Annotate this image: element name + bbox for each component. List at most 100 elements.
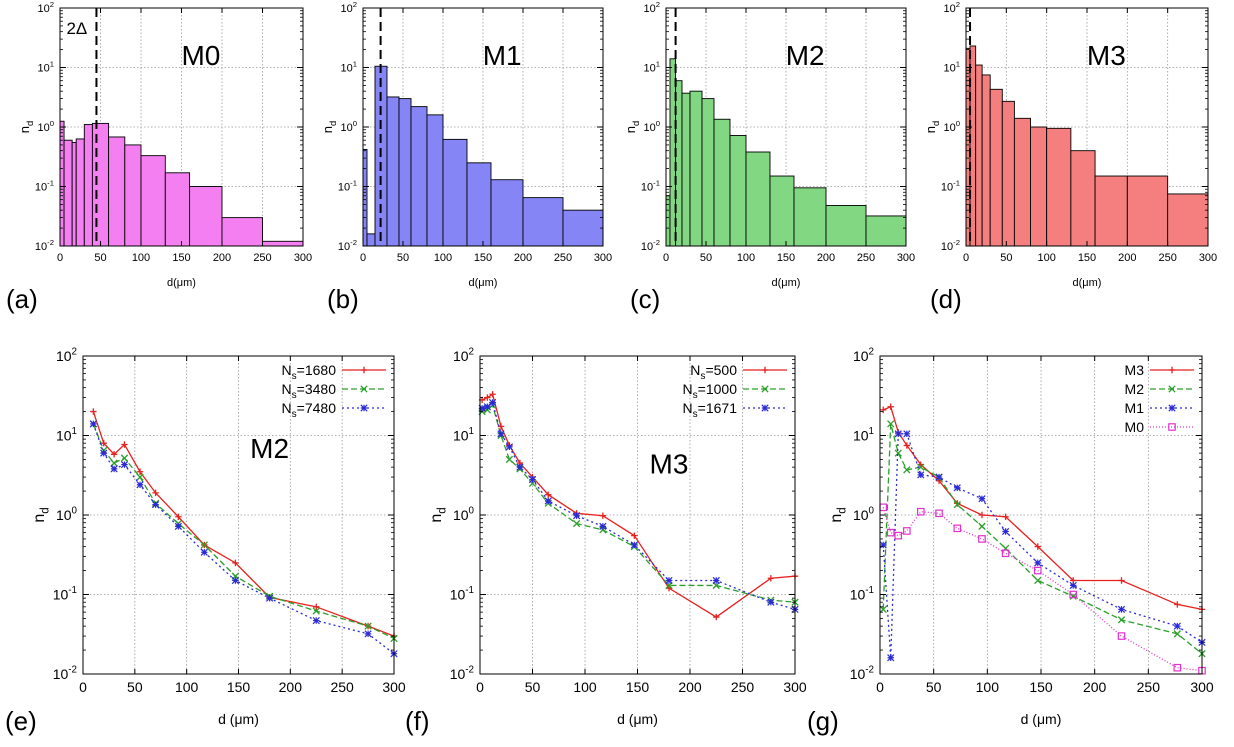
x-tick-label: 300 bbox=[783, 679, 807, 695]
y-tick-label: 100 bbox=[453, 506, 475, 523]
data-point bbox=[767, 598, 775, 606]
data-point bbox=[1174, 601, 1181, 608]
x-tick-label: 50 bbox=[525, 679, 541, 695]
x-tick-label: 50 bbox=[397, 252, 409, 264]
data-point bbox=[1001, 549, 1010, 558]
data-point bbox=[887, 654, 895, 662]
panel-b: 0 50 100 150 200 250 300 10-2 10-1 100 101 102 d(μm)… bbox=[320, 0, 612, 314]
data-point bbox=[978, 511, 986, 519]
y-tick-label: 10-1 bbox=[338, 178, 357, 193]
legend-marker bbox=[761, 385, 769, 393]
panel-g: M3 M2 M1 M0 0 50 100 150 200 250 300 10-2 10-1 100 101… bbox=[807, 347, 1214, 736]
x-tick-label: 250 bbox=[1137, 679, 1161, 695]
y-tick-label: 101 bbox=[56, 426, 77, 443]
x-axis-label: d (μm) bbox=[218, 711, 259, 727]
y-axis-label-group: nd bbox=[31, 507, 52, 522]
y-tick-label: 100 bbox=[943, 119, 960, 134]
y-tick-label: 101 bbox=[37, 59, 54, 74]
data-point bbox=[136, 473, 144, 481]
data-point bbox=[151, 501, 160, 509]
data-point bbox=[917, 471, 925, 479]
histogram-bar bbox=[1126, 175, 1169, 247]
data-point bbox=[887, 403, 894, 410]
x-axis-label: d (μm) bbox=[1021, 711, 1062, 727]
x-axis-label: d(μm) bbox=[772, 277, 801, 289]
data-point bbox=[935, 473, 943, 481]
series-line-0 bbox=[882, 405, 1203, 611]
y-tick-label: 102 bbox=[56, 347, 77, 364]
x-tick-label: 0 bbox=[663, 252, 669, 264]
data-point bbox=[887, 420, 895, 428]
histogram-bar bbox=[969, 45, 977, 247]
series-line-1 bbox=[92, 423, 395, 640]
histogram-bar bbox=[221, 217, 263, 247]
data-point bbox=[572, 519, 581, 528]
data-point bbox=[1034, 543, 1041, 550]
histogram-bar bbox=[793, 187, 827, 247]
histogram-bar bbox=[362, 148, 368, 247]
histogram-bar bbox=[140, 155, 166, 247]
histogram-bar bbox=[1070, 150, 1096, 247]
data-point bbox=[1118, 577, 1125, 584]
data-point bbox=[903, 466, 911, 474]
data-point bbox=[903, 527, 911, 535]
x-tick-label: 150 bbox=[1029, 679, 1053, 695]
data-point bbox=[953, 484, 961, 492]
data-point bbox=[879, 541, 887, 549]
data-point bbox=[879, 605, 887, 614]
legend-marker bbox=[360, 404, 368, 412]
data-point bbox=[89, 420, 97, 428]
legend-label: Ns=3480 bbox=[282, 381, 337, 401]
data-point bbox=[903, 430, 911, 438]
data-point bbox=[953, 524, 962, 533]
x-tick-label: 200 bbox=[1118, 252, 1136, 264]
data-point bbox=[916, 507, 925, 516]
y-tick-label: 10-2 bbox=[941, 238, 960, 253]
data-point bbox=[886, 528, 895, 537]
y-tick-label: 100 bbox=[643, 119, 660, 134]
data-point bbox=[175, 513, 182, 520]
data-point bbox=[312, 607, 320, 615]
data-point bbox=[90, 408, 97, 415]
histogram-bar bbox=[981, 74, 991, 247]
x-tick-label: 150 bbox=[474, 252, 492, 264]
panel-c: 0 50 100 150 200 250 300 10-2 10-1 100 101 102 d(μm)… bbox=[623, 0, 915, 314]
histogram-bar bbox=[713, 118, 731, 247]
series-line-2 bbox=[882, 433, 1203, 658]
histogram-bar bbox=[865, 215, 907, 247]
data-point bbox=[110, 451, 118, 458]
y-tick-label: 102 bbox=[853, 347, 874, 364]
histogram-bar bbox=[965, 47, 971, 247]
data-point bbox=[121, 441, 128, 448]
histogram-bar bbox=[83, 124, 93, 247]
y-axis-label: nd bbox=[17, 121, 35, 133]
histogram-bar bbox=[989, 88, 1003, 247]
histogram-bar bbox=[689, 90, 703, 247]
x-tick-label: 100 bbox=[132, 252, 150, 264]
legend-marker bbox=[360, 385, 368, 393]
series-line-0 bbox=[92, 411, 395, 637]
y-axis-label: nd bbox=[828, 507, 849, 522]
data-point bbox=[120, 454, 129, 462]
x-tick-label: 150 bbox=[1078, 252, 1096, 264]
chart-title: M1 bbox=[483, 40, 522, 71]
chart-title: M3 bbox=[1087, 40, 1126, 71]
data-point bbox=[488, 398, 497, 407]
x-tick-label: 150 bbox=[172, 252, 190, 264]
chart-title: M3 bbox=[650, 449, 689, 480]
x-tick-label: 200 bbox=[1083, 679, 1107, 695]
data-point bbox=[200, 541, 208, 549]
data-point bbox=[599, 522, 607, 530]
data-point bbox=[1117, 616, 1126, 624]
y-axis-label: nd bbox=[623, 121, 641, 133]
data-point bbox=[1033, 566, 1042, 575]
histogram-bar bbox=[769, 175, 795, 247]
data-point bbox=[978, 522, 986, 531]
x-tick-label: 200 bbox=[213, 252, 231, 264]
histogram-bar bbox=[386, 96, 400, 247]
x-tick-label: 100 bbox=[434, 252, 452, 264]
y-tick-label: 102 bbox=[340, 0, 357, 15]
data-point bbox=[767, 575, 775, 582]
x-tick-label: 250 bbox=[253, 252, 271, 264]
